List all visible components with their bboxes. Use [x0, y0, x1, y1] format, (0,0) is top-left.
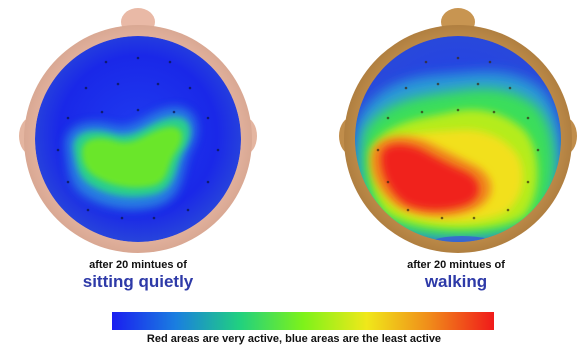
activity-label: sitting quietly — [82, 272, 194, 291]
brain-map-walking — [338, 0, 578, 258]
brain-map-sitting — [18, 0, 258, 258]
activity-color-scale — [112, 312, 494, 330]
caption-sitting: after 20 mintues of sitting quietly — [48, 259, 228, 291]
caption-prefix: after 20 mintues of — [89, 259, 187, 271]
activity-label: walking — [424, 272, 488, 291]
scale-legend-note: Red areas are very active, blue areas ar… — [146, 333, 442, 345]
caption-prefix: after 20 mintues of — [407, 259, 505, 271]
caption-walking: after 20 mintues of walking — [366, 259, 546, 291]
